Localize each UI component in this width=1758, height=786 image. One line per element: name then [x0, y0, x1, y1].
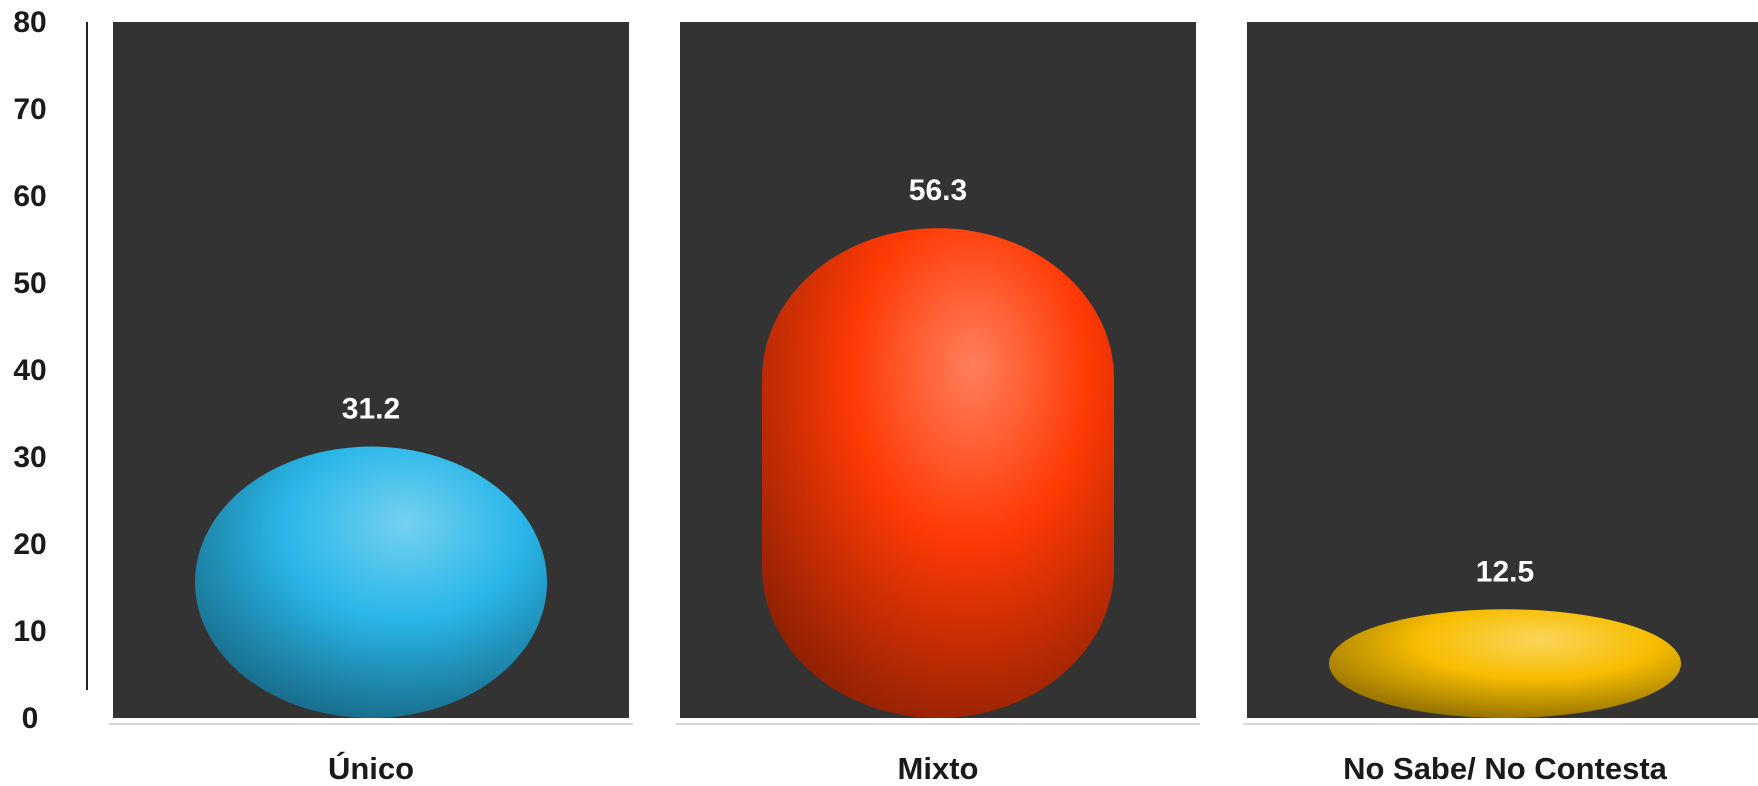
y-axis-ticks: 0 10 20 30 40 50 60 70 80	[13, 6, 46, 735]
category-label: No Sabe/ No Contesta	[1343, 751, 1668, 786]
bars	[195, 228, 1681, 718]
y-tick-label: 30	[13, 441, 46, 474]
y-tick-label: 10	[13, 615, 46, 648]
bar	[195, 446, 547, 718]
category-label: Único	[328, 750, 414, 786]
y-tick-label: 40	[13, 354, 46, 387]
y-tick-label: 20	[13, 528, 46, 561]
bar	[1329, 609, 1681, 718]
data-labels: 31.2 56.3 12.5	[342, 174, 1534, 588]
data-label: 31.2	[342, 393, 400, 426]
data-label: 56.3	[909, 174, 967, 207]
y-tick-label: 70	[13, 93, 46, 126]
y-tick-label: 0	[22, 702, 39, 735]
bar	[762, 228, 1114, 718]
category-labels: Único Mixto No Sabe/ No Contesta	[328, 750, 1668, 786]
y-tick-label: 60	[13, 180, 46, 213]
y-tick-label: 80	[13, 6, 46, 39]
y-tick-label: 50	[13, 267, 46, 300]
data-label: 12.5	[1476, 555, 1534, 588]
category-label: Mixto	[898, 751, 979, 786]
category-panel	[1247, 22, 1758, 718]
